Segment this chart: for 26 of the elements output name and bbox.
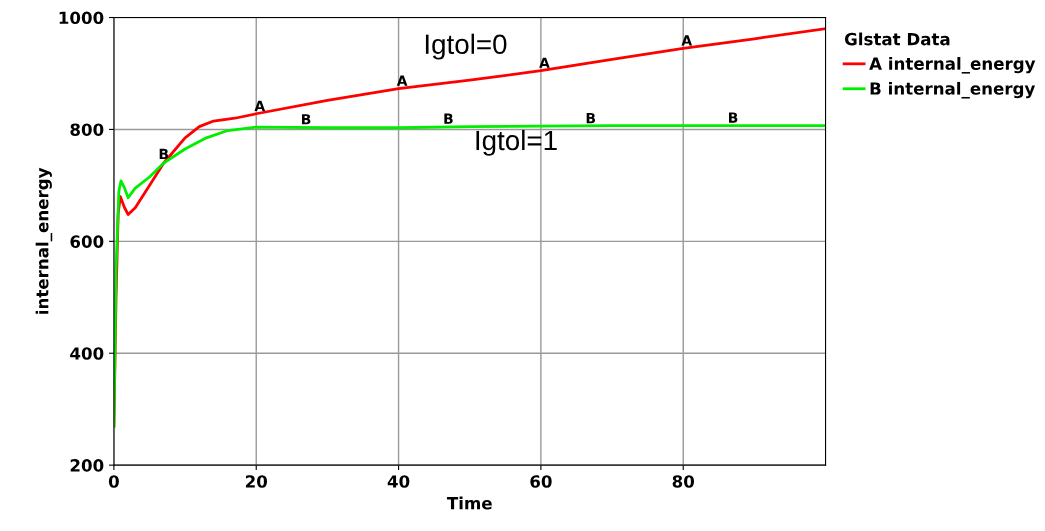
annotation: B <box>159 148 169 159</box>
annotation: A <box>539 57 550 68</box>
annotation: B <box>444 113 453 124</box>
y-tick-label: 200 <box>70 459 104 472</box>
annotation: A <box>681 35 693 46</box>
annotation: B <box>729 112 738 123</box>
annotation: Igtol=0 <box>425 33 507 60</box>
annotation: B <box>586 113 596 124</box>
x-tick-label: 80 <box>672 475 695 488</box>
legend-title: Glstat Data <box>844 32 950 46</box>
y-tick-label: 800 <box>70 123 104 136</box>
y-axis-title: internal_energy <box>35 167 53 314</box>
annotation: Igtol=1 <box>476 129 557 156</box>
x-tick-label: 0 <box>108 475 119 488</box>
legend-label: A internal_energy <box>869 56 1036 74</box>
x-tick-label: 60 <box>530 475 552 488</box>
annotation: A <box>254 100 266 111</box>
legend-label: B internal_energy <box>870 81 1036 99</box>
y-tick-label: 1000 <box>59 11 104 25</box>
x-axis-title: Time <box>446 496 492 510</box>
y-tick-label: 400 <box>70 347 104 360</box>
x-tick-label: 20 <box>245 475 268 488</box>
annotation: A <box>396 75 408 86</box>
annotation: B <box>302 114 311 125</box>
y-tick-label: 600 <box>70 235 104 248</box>
x-tick-label: 40 <box>387 475 410 488</box>
